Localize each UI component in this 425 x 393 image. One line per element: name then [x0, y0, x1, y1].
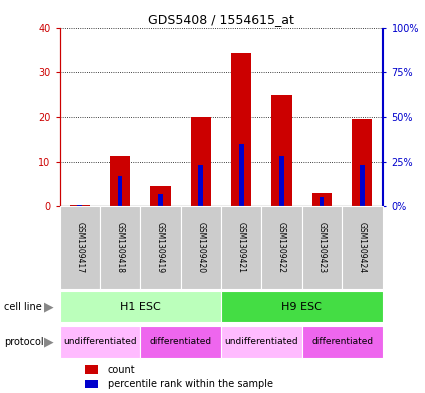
Bar: [312, 193, 332, 206]
Bar: [77, 204, 82, 206]
Text: count: count: [108, 365, 136, 375]
Text: ▶: ▶: [44, 335, 54, 349]
Bar: [360, 165, 365, 206]
Bar: [158, 194, 163, 206]
FancyBboxPatch shape: [221, 326, 302, 358]
Text: GSM1309422: GSM1309422: [277, 222, 286, 273]
FancyBboxPatch shape: [221, 206, 261, 289]
Bar: [320, 197, 324, 206]
Text: differentiated: differentiated: [311, 338, 373, 346]
Bar: [279, 156, 284, 206]
Text: GSM1309420: GSM1309420: [196, 222, 205, 273]
Text: undifferentiated: undifferentiated: [224, 338, 298, 346]
Bar: [70, 205, 90, 206]
Bar: [272, 95, 292, 206]
Text: GSM1309418: GSM1309418: [116, 222, 125, 273]
FancyBboxPatch shape: [60, 206, 100, 289]
Text: H9 ESC: H9 ESC: [281, 301, 322, 312]
FancyBboxPatch shape: [221, 290, 382, 322]
Text: differentiated: differentiated: [150, 338, 212, 346]
FancyBboxPatch shape: [60, 290, 221, 322]
Text: GSM1309423: GSM1309423: [317, 222, 326, 273]
Text: GSM1309417: GSM1309417: [75, 222, 84, 273]
Bar: [150, 186, 170, 206]
Text: undifferentiated: undifferentiated: [63, 338, 137, 346]
Bar: [110, 156, 130, 206]
FancyBboxPatch shape: [140, 206, 181, 289]
Text: GSM1309419: GSM1309419: [156, 222, 165, 273]
FancyBboxPatch shape: [181, 206, 221, 289]
Text: ▶: ▶: [44, 300, 54, 313]
Text: GSM1309424: GSM1309424: [358, 222, 367, 273]
Bar: [231, 53, 251, 206]
FancyBboxPatch shape: [100, 206, 140, 289]
Bar: [85, 380, 98, 388]
Text: protocol: protocol: [4, 337, 44, 347]
FancyBboxPatch shape: [140, 326, 221, 358]
FancyBboxPatch shape: [261, 206, 302, 289]
Title: GDS5408 / 1554615_at: GDS5408 / 1554615_at: [148, 13, 294, 26]
FancyBboxPatch shape: [342, 206, 382, 289]
Text: percentile rank within the sample: percentile rank within the sample: [108, 379, 273, 389]
Text: H1 ESC: H1 ESC: [120, 301, 161, 312]
Bar: [118, 176, 122, 206]
Bar: [352, 119, 372, 206]
Bar: [191, 117, 211, 206]
Text: GSM1309421: GSM1309421: [237, 222, 246, 273]
FancyBboxPatch shape: [302, 206, 342, 289]
Bar: [198, 165, 203, 206]
Text: cell line: cell line: [4, 301, 42, 312]
Bar: [239, 144, 244, 206]
Bar: [85, 365, 98, 374]
FancyBboxPatch shape: [60, 326, 140, 358]
FancyBboxPatch shape: [302, 326, 382, 358]
